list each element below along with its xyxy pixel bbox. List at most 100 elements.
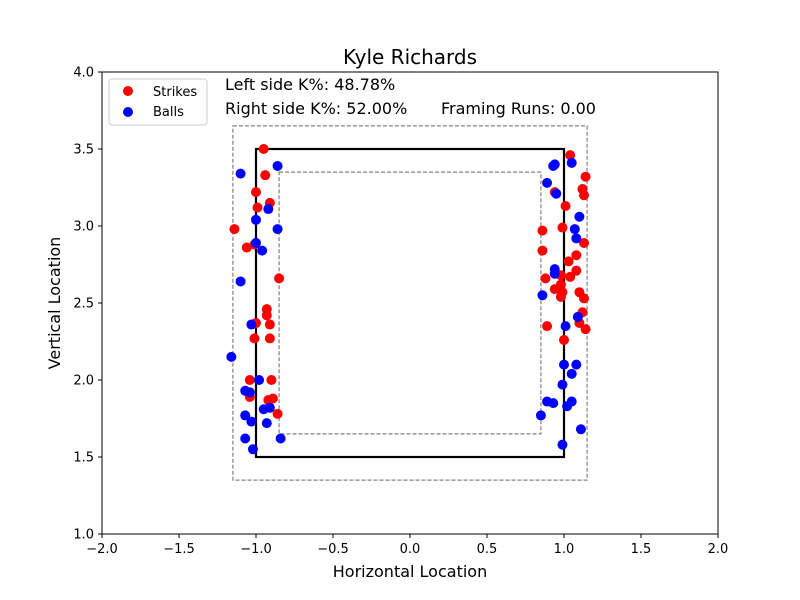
- point-strikes: [555, 291, 566, 302]
- x-tick-label: 0.5: [477, 542, 498, 557]
- y-tick-label: 2.5: [73, 297, 94, 312]
- point-balls: [275, 433, 286, 444]
- point-strikes: [249, 333, 260, 344]
- point-strikes: [565, 271, 576, 282]
- outer-zone: [232, 125, 588, 481]
- point-balls: [548, 398, 559, 409]
- point-strikes: [260, 170, 271, 181]
- point-strikes: [560, 200, 571, 211]
- point-balls: [263, 204, 274, 215]
- x-tick-label: −2.0: [86, 542, 118, 557]
- point-balls: [240, 410, 251, 421]
- legend-label-strikes: Strikes: [153, 85, 197, 100]
- y-tick-label: 3.0: [73, 220, 94, 235]
- point-balls: [557, 439, 568, 450]
- point-balls: [566, 368, 577, 379]
- legend: Strikes Balls: [108, 78, 208, 126]
- data-points: [226, 144, 591, 455]
- chart-title: Kyle Richards: [343, 45, 477, 69]
- strike-zone: [254, 147, 566, 459]
- y-axis-label: Vertical Location: [45, 237, 64, 370]
- inner-zone: [278, 171, 542, 435]
- point-strikes: [540, 273, 551, 284]
- y-axis-ticks: 1.0 1.5 2.0 2.5 3.0 3.5 4.0: [73, 66, 102, 543]
- point-balls: [551, 188, 562, 199]
- point-strikes: [563, 256, 574, 267]
- legend-frame: [108, 78, 208, 126]
- x-tick-label: 1.5: [631, 542, 652, 557]
- point-strikes: [244, 375, 255, 385]
- right-k-annotation: Right side K%: 52.00%: [225, 99, 407, 118]
- point-strikes: [557, 222, 568, 233]
- y-tick-label: 1.0: [73, 528, 94, 543]
- point-balls: [542, 177, 553, 188]
- point-balls: [571, 233, 582, 244]
- point-balls: [549, 268, 560, 279]
- left-k-annotation: Left side K%: 48.78%: [225, 75, 395, 94]
- point-strikes: [261, 310, 272, 321]
- point-strikes: [542, 321, 553, 332]
- point-strikes: [229, 224, 240, 235]
- point-balls: [572, 311, 583, 322]
- point-balls: [560, 321, 571, 332]
- point-balls: [272, 160, 283, 171]
- x-tick-label: 2.0: [708, 542, 729, 557]
- point-strikes: [549, 284, 560, 295]
- point-balls: [235, 168, 246, 179]
- point-strikes: [579, 237, 590, 248]
- point-strikes: [565, 150, 576, 161]
- point-balls: [569, 224, 580, 235]
- point-strikes: [571, 250, 582, 261]
- point-balls: [562, 401, 573, 412]
- point-strikes: [559, 334, 569, 345]
- point-balls: [226, 351, 237, 362]
- point-balls: [261, 418, 272, 429]
- x-axis-ticks: −2.0 −1.5 −1.0 −0.5 0.0 0.5 1.0 1.5 2.0: [86, 534, 728, 557]
- point-strikes: [580, 324, 591, 335]
- point-balls: [575, 424, 586, 435]
- point-balls: [557, 379, 568, 390]
- point-strikes: [252, 202, 263, 213]
- y-tick-label: 1.5: [73, 451, 94, 466]
- plot-frame: [101, 71, 719, 535]
- framing-runs-annotation: Framing Runs: 0.00: [441, 99, 596, 118]
- point-balls: [246, 416, 257, 427]
- point-strikes: [267, 393, 278, 404]
- point-strikes: [251, 187, 261, 198]
- point-strikes: [258, 144, 269, 154]
- y-tick-label: 4.0: [73, 66, 94, 81]
- point-balls: [559, 359, 569, 370]
- point-balls: [246, 319, 257, 330]
- point-balls: [566, 157, 577, 168]
- point-strikes: [571, 265, 582, 276]
- zone-boxes: [232, 125, 588, 481]
- point-balls: [247, 444, 258, 455]
- point-balls: [257, 245, 268, 256]
- legend-marker-balls: [123, 107, 133, 117]
- point-strikes: [264, 319, 275, 330]
- point-balls: [535, 410, 546, 421]
- point-strikes: [272, 408, 283, 419]
- point-balls: [235, 276, 246, 287]
- point-balls: [574, 211, 585, 222]
- point-balls: [272, 224, 283, 235]
- point-strikes: [579, 293, 590, 304]
- legend-marker-strikes: [123, 86, 133, 96]
- point-balls: [254, 375, 265, 385]
- point-strikes: [537, 225, 548, 236]
- x-axis-label: Horizontal Location: [333, 562, 487, 581]
- point-strikes: [580, 171, 591, 182]
- point-strikes: [264, 333, 275, 344]
- point-balls: [571, 359, 582, 370]
- x-tick-label: −1.0: [240, 542, 272, 557]
- point-balls: [549, 159, 560, 170]
- x-tick-label: −1.5: [163, 542, 195, 557]
- point-balls: [240, 433, 251, 444]
- y-tick-label: 2.0: [73, 374, 94, 389]
- point-balls: [251, 237, 261, 248]
- x-tick-label: 0.0: [400, 542, 421, 557]
- point-strikes: [241, 242, 252, 253]
- point-strikes: [537, 245, 548, 256]
- point-balls: [537, 290, 548, 301]
